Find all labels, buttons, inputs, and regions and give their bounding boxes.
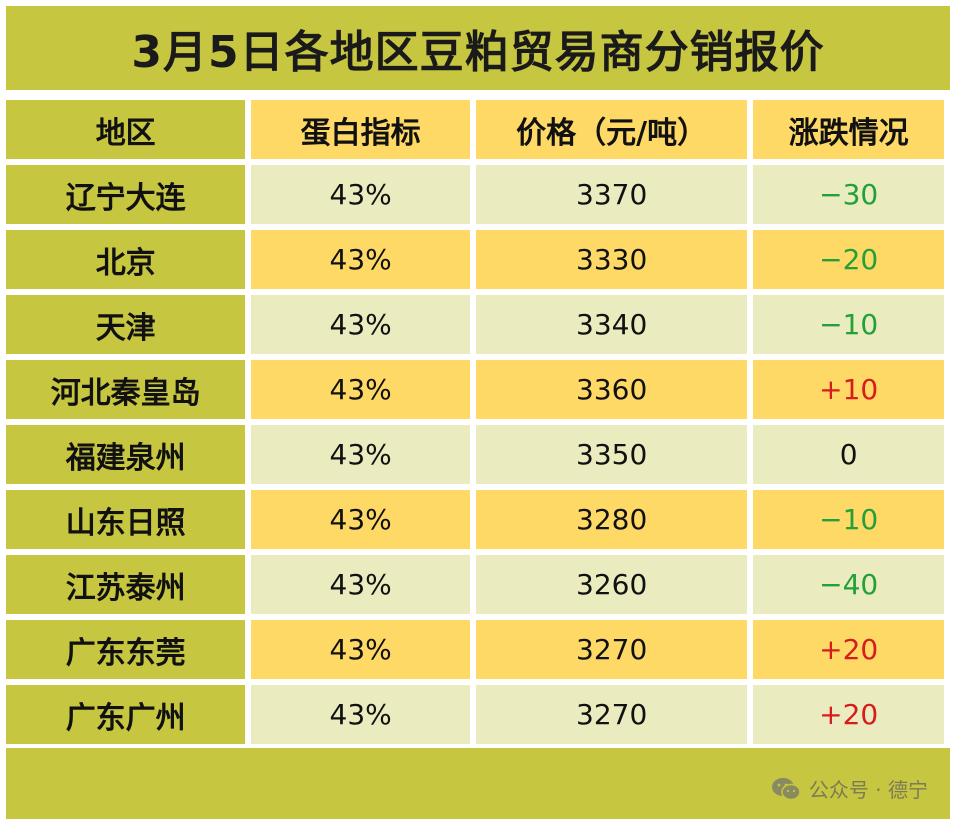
protein-cell: 43% — [251, 360, 470, 419]
price-cell: 3330 — [475, 230, 748, 289]
protein-cell: 43% — [251, 685, 470, 744]
price-cell: 3360 — [475, 360, 748, 419]
table-row: 江苏泰州 43% 3260 −40 — [6, 555, 944, 614]
table-row: 山东日照 43% 3280 −10 — [6, 490, 944, 549]
table-row: 河北秦皇岛 43% 3360 +10 — [6, 360, 944, 419]
change-cell: −30 — [753, 165, 944, 224]
protein-cell: 43% — [251, 490, 470, 549]
header-row: 地区 蛋白指标 价格（元/吨） 涨跌情况 — [6, 100, 944, 159]
change-cell: +20 — [753, 685, 944, 744]
region-cell: 江苏泰州 — [6, 555, 246, 614]
price-cell: 3260 — [475, 555, 748, 614]
price-cell: 3340 — [475, 295, 748, 354]
price-cell: 3350 — [475, 425, 748, 484]
region-cell: 北京 — [6, 230, 246, 289]
region-cell: 广东东莞 — [6, 620, 246, 679]
change-cell: −10 — [753, 295, 944, 354]
region-cell: 辽宁大连 — [6, 165, 246, 224]
price-cell: 3280 — [475, 490, 748, 549]
table-row: 北京 43% 3330 −20 — [6, 230, 944, 289]
table-row: 辽宁大连 43% 3370 −30 — [6, 165, 944, 224]
price-cell: 3270 — [475, 620, 748, 679]
protein-cell: 43% — [251, 230, 470, 289]
price-cell: 3270 — [475, 685, 748, 744]
region-cell: 河北秦皇岛 — [6, 360, 246, 419]
price-table: 地区 蛋白指标 价格（元/吨） 涨跌情况 辽宁大连 43% 3370 −30 北京 43%… — [0, 94, 950, 750]
price-table-card: 3月5日各地区豆粕贸易商分销报价 地区 蛋白指标 价格（元/吨） 涨跌情况 辽宁… — [6, 6, 950, 819]
wechat-icon — [771, 776, 801, 802]
protein-cell: 43% — [251, 165, 470, 224]
table-row: 广东广州 43% 3270 +20 — [6, 685, 944, 744]
header-region: 地区 — [6, 100, 246, 159]
protein-cell: 43% — [251, 295, 470, 354]
table-row: 广东东莞 43% 3270 +20 — [6, 620, 944, 679]
watermark-text: 公众号 · 德宁 — [808, 778, 928, 802]
change-cell: +20 — [753, 620, 944, 679]
region-cell: 福建泉州 — [6, 425, 246, 484]
change-cell: −40 — [753, 555, 944, 614]
header-change: 涨跌情况 — [753, 100, 944, 159]
region-cell: 天津 — [6, 295, 246, 354]
table-row: 福建泉州 43% 3350 0 — [6, 425, 944, 484]
header-protein: 蛋白指标 — [251, 100, 470, 159]
table-row: 天津 43% 3340 −10 — [6, 295, 944, 354]
change-cell: 0 — [753, 425, 944, 484]
header-price: 价格（元/吨） — [475, 100, 748, 159]
change-cell: +10 — [753, 360, 944, 419]
region-cell: 广东广州 — [6, 685, 246, 744]
footer-bar: 公众号 · 德宁 — [6, 748, 950, 819]
protein-cell: 43% — [251, 555, 470, 614]
change-cell: −20 — [753, 230, 944, 289]
watermark: 公众号 · 德宁 — [771, 774, 928, 803]
region-cell: 山东日照 — [6, 490, 246, 549]
page-title: 3月5日各地区豆粕贸易商分销报价 — [6, 6, 950, 90]
protein-cell: 43% — [251, 620, 470, 679]
protein-cell: 43% — [251, 425, 470, 484]
change-cell: −10 — [753, 490, 944, 549]
price-cell: 3370 — [475, 165, 748, 224]
